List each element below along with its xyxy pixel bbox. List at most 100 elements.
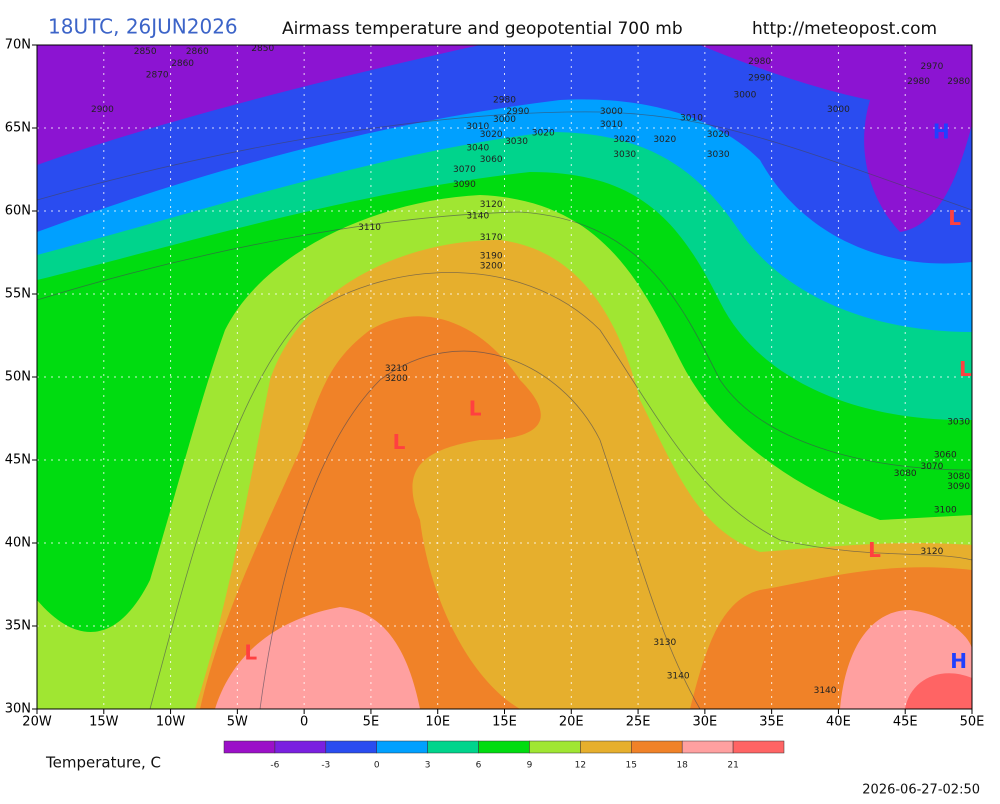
map-labels: 2850 2860 28502860287029002980299030003010… (91, 44, 972, 696)
colorbar-tick-label: 15 (626, 761, 637, 771)
x-tick-label: 0 (300, 715, 308, 730)
contour-label: 3140 (466, 211, 489, 221)
contour-label: 3010 (466, 122, 489, 132)
title: Airmass temperature and geopotential 700… (282, 19, 683, 39)
isolines (37, 111, 972, 709)
contour-label: 3020 (613, 135, 636, 145)
y-tick-label: 55N (5, 287, 31, 302)
field-band (200, 316, 541, 709)
contour-label: 3020 (707, 130, 730, 140)
contour-label: 3080 (894, 469, 917, 479)
contour-label: 3210 (385, 364, 408, 374)
colorbar-box (325, 740, 377, 754)
temperature-field: 2850 2860 28502860287029002980299030003010… (37, 44, 972, 709)
contour-label: 3000 (827, 105, 850, 115)
y-tick-label: 40N (5, 536, 31, 551)
y-tick-label: 35N (5, 619, 31, 634)
colorbar-tick-label: 0 (374, 761, 380, 771)
colorbar-tick-label: 3 (425, 761, 431, 771)
pressure-center: L (469, 397, 482, 421)
x-tick-label: 10W (156, 715, 186, 730)
contour-label: 3090 (947, 482, 970, 492)
colorbar-tick-label: -3 (321, 761, 330, 771)
colorbar-box (478, 740, 530, 754)
contour-label: 3020 (480, 130, 503, 140)
y-tick-label: 70N (5, 38, 31, 53)
time-label: 18UTC, 26JUN2026 (48, 15, 238, 39)
colorbar-box (223, 740, 276, 754)
graticule (37, 45, 972, 709)
contour-label: 2860 (171, 59, 194, 69)
contour-label: 3010 (600, 120, 623, 130)
colorbar-tick-label: 18 (676, 761, 688, 771)
contour-label: 3030 (505, 137, 528, 147)
contour-label: 3030 (947, 417, 970, 427)
contour-label: 3070 (453, 165, 476, 175)
x-tick-label: 25E (626, 715, 651, 730)
pressure-center: L (868, 538, 881, 562)
contour-label: 2990 (748, 74, 771, 84)
contour-label: 3170 (480, 233, 503, 243)
x-tick-label: 5W (227, 715, 248, 730)
contour-label: 3030 (707, 150, 730, 160)
contour-label: 3060 (480, 155, 503, 165)
x-tick-label: 15W (89, 715, 119, 730)
contour-label: 3140 (814, 686, 837, 696)
x-tick-label: 30E (692, 715, 717, 730)
contour-label: 3140 (667, 671, 690, 681)
contour-label: 2850 (251, 44, 274, 54)
contour-label: 3020 (532, 128, 555, 138)
contour-label: 3110 (358, 223, 381, 233)
pressure-center: L (244, 641, 257, 665)
colorbar-box (274, 740, 327, 754)
colorbar-box (529, 740, 581, 754)
contour-label: 3120 (920, 547, 943, 557)
colorbar-tick-label: 6 (476, 761, 482, 771)
contour-label: 2860 (186, 47, 209, 57)
y-tick-label: 45N (5, 453, 31, 468)
colorbar-box (681, 740, 734, 754)
colorbar-title: Temperature, C (45, 754, 161, 772)
contour-label: 3030 (613, 150, 636, 160)
pressure-center: H (950, 649, 967, 673)
contour-label: 3120 (480, 200, 503, 210)
pressure-center: L (948, 206, 961, 230)
contour-label: 3020 (653, 135, 676, 145)
contour-label: 3000 (600, 107, 623, 117)
pressure-center: H (933, 119, 950, 143)
y-tick-label: 65N (5, 121, 31, 136)
x-tick-label: 20W (22, 715, 52, 730)
y-tick-label: 50N (5, 370, 31, 385)
field-band (905, 673, 972, 709)
axes: 20W 15W 10W 5W 0 5E 10E 15E 20E 25E 30E 35E 40E 45E 50… (5, 38, 985, 730)
colorbar-box (580, 740, 632, 754)
colorbar-box (631, 740, 683, 754)
x-tick-label: 40E (826, 715, 851, 730)
colorbar-box (732, 740, 785, 754)
x-tick-label: 10E (425, 715, 450, 730)
x-tick-label: 35E (759, 715, 784, 730)
contour-label: 2990 (506, 107, 529, 117)
contour-label: 3200 (480, 261, 503, 271)
x-tick-label: 15E (492, 715, 517, 730)
contour-label: 2900 (91, 105, 114, 115)
contour-label: 2970 (920, 62, 943, 72)
field-band (37, 326, 172, 625)
contour-label: 3080 (947, 472, 970, 482)
contour-label: 3200 (385, 374, 408, 384)
x-tick-label: 5E (363, 715, 380, 730)
timestamp: 2026-06-27-02:50 (862, 783, 980, 798)
contour-label: 3040 (466, 143, 489, 153)
contour-label: 2850 (134, 47, 157, 57)
y-tick-label: 30N (5, 702, 31, 717)
contour-label: 3100 (934, 505, 957, 515)
contour-label: 2870 (146, 70, 169, 80)
colorbar-tick-label: -6 (270, 761, 279, 771)
contour-label: 2980 (947, 77, 970, 87)
field-band (215, 607, 420, 709)
contour-label: 3060 (934, 451, 957, 461)
contour-label: 2980 (907, 77, 930, 87)
contour-label: 3000 (733, 90, 756, 100)
pressure-center: L (959, 357, 972, 381)
